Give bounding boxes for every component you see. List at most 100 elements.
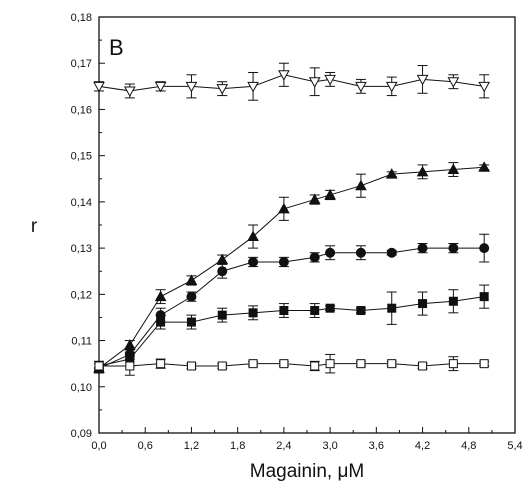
y-tick-label: 0,10	[71, 382, 92, 394]
data-point	[248, 308, 258, 318]
data-point	[387, 303, 397, 313]
series	[94, 233, 490, 374]
data-point	[325, 359, 335, 369]
data-point	[125, 361, 135, 371]
y-tick-label: 0,13	[71, 243, 92, 255]
data-point	[447, 77, 460, 88]
y-tick-label: 0,16	[71, 104, 92, 116]
data-point	[479, 292, 489, 302]
series-line	[98, 74, 485, 92]
series	[93, 161, 491, 374]
x-tick-label: 5,4	[507, 440, 522, 452]
data-point	[325, 303, 335, 313]
data-point	[448, 296, 458, 306]
data-point	[310, 306, 320, 316]
y-tick-label: 0,18	[71, 12, 92, 24]
data-point	[308, 193, 321, 205]
data-point	[478, 81, 491, 93]
data-point	[355, 179, 367, 191]
data-point	[123, 339, 136, 350]
data-point	[479, 359, 489, 369]
data-point	[154, 290, 167, 302]
x-axis-label: Magainin, μM	[250, 461, 364, 482]
data-point	[478, 161, 491, 172]
x-tick-label: 3,0	[322, 440, 337, 452]
series	[94, 284, 490, 372]
data-point	[154, 81, 167, 93]
data-point	[447, 163, 460, 175]
data-point	[217, 310, 227, 320]
data-point	[93, 81, 105, 93]
data-point	[356, 359, 366, 369]
ticks-layer: 0,0 0,6 1,2 1,8 2,4 3,0 3,6 4,2 4,8 5,4 0,09 0,10 0,…	[71, 12, 523, 452]
data-point	[156, 317, 166, 327]
data-point	[186, 317, 196, 327]
y-tick-label: 0,17	[71, 58, 92, 70]
data-point	[123, 86, 136, 97]
x-tick-label: 0,0	[91, 440, 106, 452]
data-point	[247, 230, 259, 242]
data-point	[185, 81, 198, 93]
series-line	[98, 247, 485, 369]
data-point	[309, 252, 320, 263]
y-tick-label: 0,15	[71, 151, 92, 163]
y-tick-label: 0,14	[71, 197, 92, 209]
data-point	[279, 359, 289, 369]
data-point	[186, 361, 196, 371]
data-point	[418, 299, 428, 309]
series-line	[98, 296, 485, 367]
data-point	[248, 256, 259, 267]
data-point	[217, 361, 227, 371]
data-point	[185, 274, 198, 285]
data-point	[356, 306, 366, 316]
data-point	[416, 165, 429, 177]
data-point	[186, 291, 197, 302]
data-point	[448, 359, 458, 369]
y-axis-label: r	[31, 216, 38, 237]
data-point	[278, 256, 289, 267]
x-tick-label: 4,8	[461, 440, 476, 452]
x-tick-label: 1,8	[230, 440, 245, 452]
series-line	[99, 363, 485, 367]
data-point	[479, 243, 490, 254]
data-point	[387, 359, 397, 369]
series-line	[98, 166, 485, 369]
data-point	[448, 243, 459, 254]
data-point	[248, 359, 258, 369]
series	[94, 353, 490, 376]
data-point	[247, 81, 259, 93]
series	[93, 62, 491, 101]
x-tick-label: 1,2	[184, 440, 199, 452]
data-point	[94, 361, 104, 371]
y-tick-label: 0,11	[71, 336, 92, 348]
x-tick-label: 4,2	[415, 440, 430, 452]
x-tick-label: 2,4	[276, 440, 291, 452]
data-point	[355, 81, 367, 93]
x-tick-label: 3,6	[369, 440, 384, 452]
data-point	[324, 74, 336, 86]
y-tick-label: 0,09	[71, 428, 92, 440]
data-point	[216, 84, 229, 95]
data-point	[385, 168, 398, 179]
data-point	[216, 253, 229, 265]
data-point	[324, 188, 336, 200]
data-point	[156, 359, 166, 369]
data-point	[279, 306, 289, 316]
series-layer	[93, 62, 491, 376]
x-tick-label: 0,6	[138, 440, 153, 452]
data-point	[278, 202, 290, 214]
data-point	[417, 243, 428, 254]
panel-label: B	[109, 35, 124, 60]
data-point	[386, 247, 397, 258]
data-point	[355, 247, 366, 258]
data-point	[278, 70, 290, 81]
data-point	[217, 266, 228, 277]
data-point	[385, 81, 398, 93]
y-tick-label: 0,12	[71, 289, 92, 301]
data-point	[416, 74, 429, 86]
data-point	[325, 247, 336, 258]
data-point	[418, 361, 428, 371]
data-point	[308, 77, 321, 88]
data-point	[310, 361, 320, 371]
